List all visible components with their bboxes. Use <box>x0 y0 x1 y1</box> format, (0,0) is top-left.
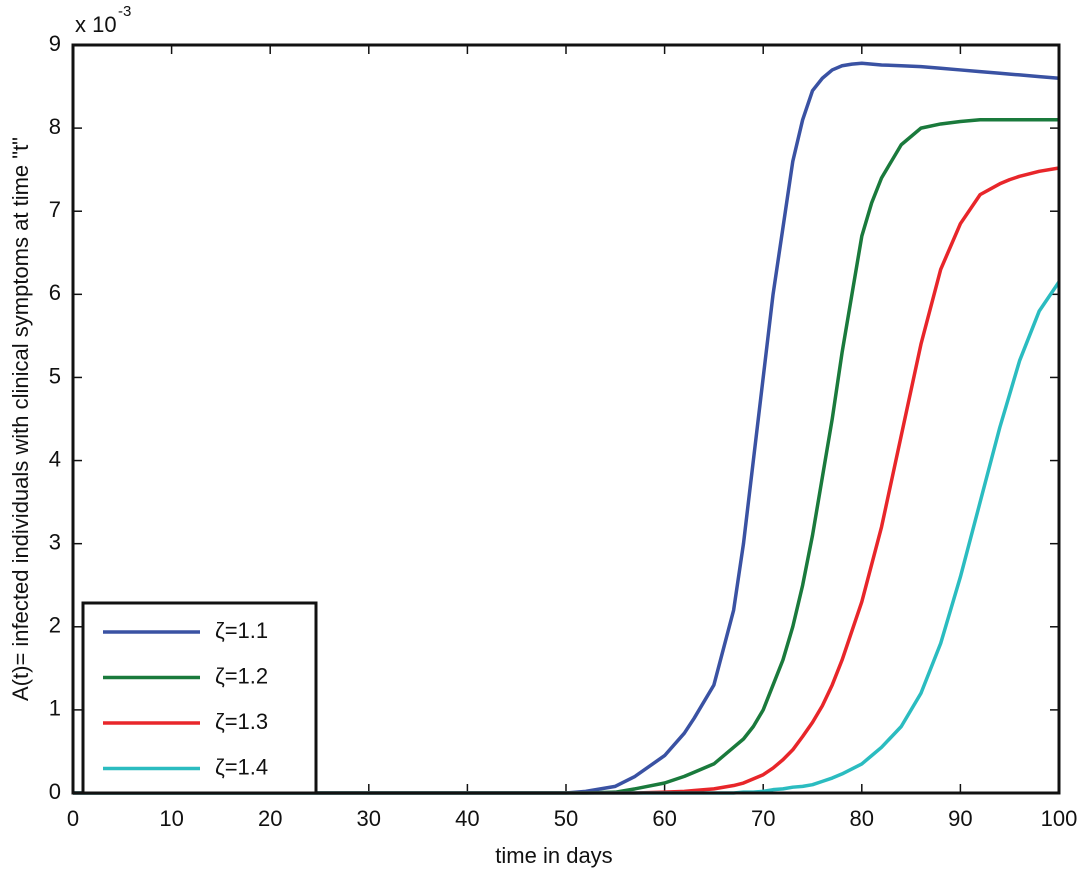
legend-label: ζ=1.2 <box>215 663 268 688</box>
x-tick-label: 80 <box>850 806 874 831</box>
y-multiplier: x 10 <box>75 12 117 37</box>
y-tick-label: 9 <box>49 31 61 56</box>
x-tick-label: 20 <box>258 806 282 831</box>
x-tick-label: 100 <box>1041 806 1078 831</box>
y-tick-label: 5 <box>49 363 61 388</box>
legend-box <box>81 601 318 795</box>
x-tick-label: 70 <box>751 806 775 831</box>
y-tick-label: 2 <box>49 613 61 638</box>
y-tick-label: 7 <box>49 197 61 222</box>
x-tick-label: 10 <box>159 806 183 831</box>
y-axis-label: A(t)= infected individuals with clinical… <box>8 137 33 701</box>
y-tick-label: 6 <box>49 280 61 305</box>
plot-frame <box>71 43 1061 795</box>
y-tick-label: 1 <box>49 696 61 721</box>
y-tick-label: 8 <box>49 114 61 139</box>
x-tick-label: 60 <box>652 806 676 831</box>
x-axis-label: time in days <box>495 843 612 868</box>
y-tick-label: 0 <box>49 779 61 804</box>
data-line <box>73 118 1059 795</box>
x-tick-label: 40 <box>455 806 479 831</box>
x-tick-label: 50 <box>554 806 578 831</box>
y-tick-label: 4 <box>49 446 61 471</box>
data-line <box>73 61 1060 795</box>
x-tick-label: 90 <box>948 806 972 831</box>
legend-label: ζ=1.4 <box>215 754 268 779</box>
y-tick-label: 3 <box>49 529 61 554</box>
legend-label: ζ=1.1 <box>215 618 268 643</box>
y-multiplier-exponent: -3 <box>118 3 131 20</box>
legend-label: ζ=1.3 <box>215 709 268 734</box>
x-tick-label: 0 <box>67 806 79 831</box>
x-tick-label: 30 <box>357 806 381 831</box>
